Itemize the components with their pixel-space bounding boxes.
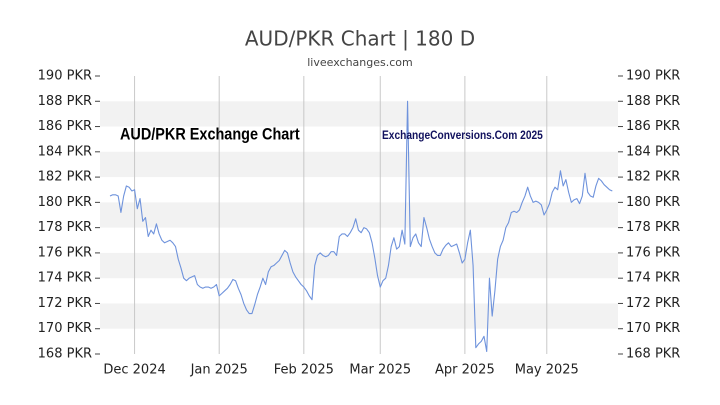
y2-tick-label: 186 PKR: [626, 119, 680, 134]
grid-band: [100, 101, 618, 127]
y-tick-label: 180 PKR: [38, 195, 92, 210]
y-tick-label: 190 PKR: [38, 69, 92, 84]
y-tick-label: 184 PKR: [38, 144, 92, 159]
y2-tick-label: 188 PKR: [626, 94, 680, 109]
y-tick-label: 182 PKR: [38, 170, 92, 185]
x-tick-label: Jan 2025: [190, 363, 248, 378]
plot: [109, 100, 613, 353]
y2-tick-label: 178 PKR: [626, 220, 680, 235]
x-tick-label: Apr 2025: [435, 363, 495, 378]
y2-tick-label: 176 PKR: [626, 245, 680, 260]
y2-tick-label: 182 PKR: [626, 170, 680, 185]
y2-tick-label: 190 PKR: [626, 69, 680, 84]
y-tick-label: 176 PKR: [38, 245, 92, 260]
grid-band: [100, 202, 618, 228]
y-tick-label: 172 PKR: [38, 296, 92, 311]
annotation: ExchangeConversions.Com 2025: [382, 129, 543, 142]
chart-title: AUD/PKR Chart | 180 D: [245, 27, 475, 51]
price-line: [109, 100, 613, 353]
y-tick-label: 178 PKR: [38, 220, 92, 235]
y-tick-label: 174 PKR: [38, 271, 92, 286]
grid-band: [100, 151, 618, 178]
y-tick-label: 188 PKR: [38, 94, 92, 109]
x-tick-label: May 2025: [515, 363, 579, 378]
y-tick-label: 168 PKR: [38, 347, 92, 362]
y2-tick-label: 172 PKR: [626, 296, 680, 311]
grid: [95, 75, 623, 355]
y-tick-label: 186 PKR: [38, 119, 92, 134]
y2-tick-label: 168 PKR: [626, 347, 680, 362]
y2-tick-label: 184 PKR: [626, 144, 680, 159]
x-tick-label: Dec 2024: [103, 363, 165, 378]
y2-tick-label: 170 PKR: [626, 321, 680, 336]
x-tick-label: Mar 2025: [349, 363, 411, 378]
chart-subtitle: liveexchanges.com: [307, 56, 412, 69]
annotation: AUD/PKR Exchange Chart: [120, 125, 300, 143]
x-tick-label: Feb 2025: [274, 363, 334, 378]
y2-tick-label: 180 PKR: [626, 195, 680, 210]
y2-tick-label: 174 PKR: [626, 271, 680, 286]
bands: [100, 101, 618, 329]
grid-band: [100, 252, 618, 279]
y-tick-label: 170 PKR: [38, 321, 92, 336]
grid-band: [100, 303, 618, 329]
